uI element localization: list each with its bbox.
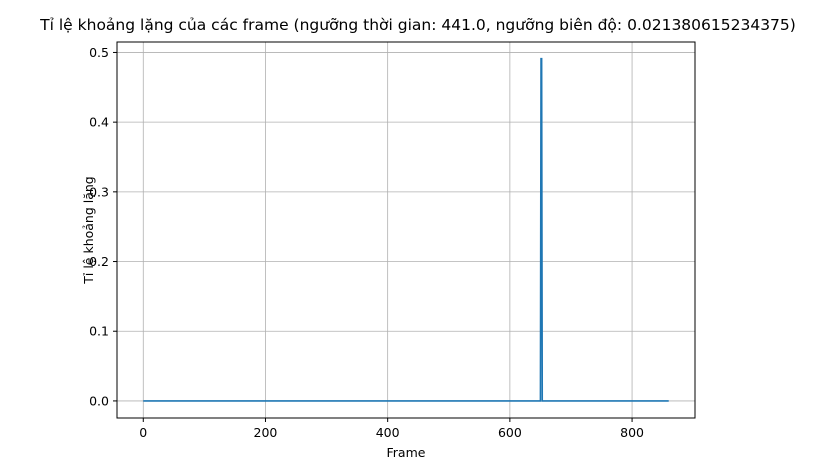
x-tick-label-3: 600 <box>498 425 522 440</box>
x-axis-label: Frame <box>387 445 426 460</box>
x-tick-label-0: 0 <box>139 425 147 440</box>
y-tick-label-1: 0.1 <box>89 324 109 339</box>
chart-title: Tỉ lệ khoảng lặng của các frame (ngưỡng … <box>39 16 796 34</box>
y-tick-label-2: 0.2 <box>89 254 109 269</box>
x-tick-label-1: 200 <box>254 425 278 440</box>
y-tick-label-4: 0.4 <box>89 115 109 130</box>
y-tick-label-5: 0.5 <box>89 45 109 60</box>
series-layer <box>143 57 669 402</box>
x-tick-label-2: 400 <box>376 425 400 440</box>
plot-frame <box>116 41 696 419</box>
x-tick-label-4: 800 <box>620 425 644 440</box>
grid <box>117 42 695 418</box>
x-axis: 0 200 400 600 800 <box>139 418 644 440</box>
y-tick-label-3: 0.3 <box>89 184 109 199</box>
y-axis-label: Tỉ lệ khoảng lặng <box>81 176 96 285</box>
y-tick-label-0: 0.0 <box>89 393 109 408</box>
y-axis: 0.0 0.1 0.2 0.3 0.4 0.5 <box>89 45 117 408</box>
series-line-0 <box>143 57 669 402</box>
